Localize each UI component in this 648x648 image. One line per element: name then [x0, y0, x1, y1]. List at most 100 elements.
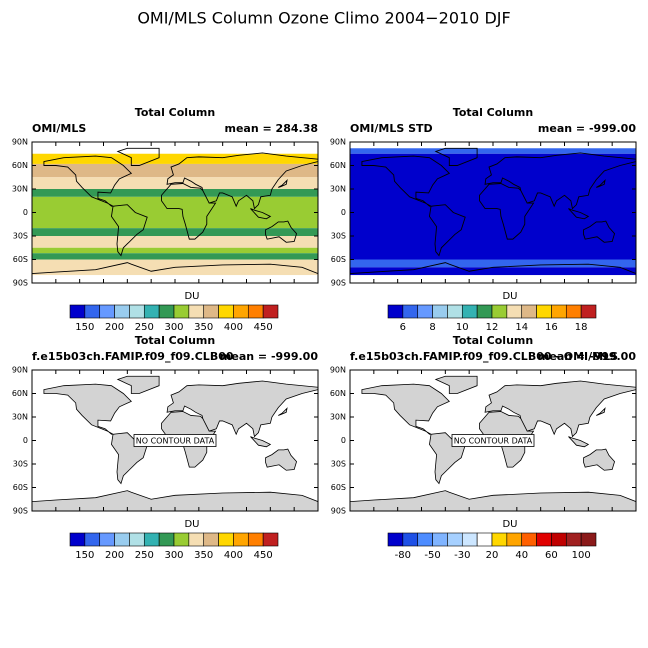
colorbar-box — [387, 304, 404, 319]
colorbar-box — [247, 304, 264, 319]
lat-label: 60S — [13, 255, 28, 264]
map-clip — [32, 142, 318, 283]
lat-label: 90N — [12, 138, 28, 147]
colorbar-label: 200 — [105, 322, 124, 333]
colorbar-box — [203, 532, 219, 547]
colorbar-box — [536, 532, 552, 547]
lat-label: 0 — [23, 436, 28, 445]
colorbar-box — [262, 532, 279, 547]
lat-label: 30N — [330, 413, 346, 422]
colorbar-box — [432, 532, 448, 547]
colorbar-box — [173, 532, 190, 547]
colorbar-box — [114, 532, 130, 547]
map-clip — [32, 376, 318, 511]
colorbar-box — [521, 304, 537, 319]
lat-label: 90N — [330, 366, 346, 375]
colorbar-label: 350 — [194, 322, 213, 333]
coastline — [350, 148, 636, 283]
colorbar-box — [129, 304, 145, 319]
colorbar-box — [536, 304, 552, 319]
contour-band — [350, 148, 636, 154]
lat-label: 60N — [330, 389, 346, 398]
panel-title: Total Column — [135, 334, 215, 347]
colorbar-box — [447, 532, 463, 547]
colorbar-label: 250 — [135, 322, 154, 333]
contour-band — [350, 259, 636, 268]
colorbar-units: DU — [184, 291, 199, 302]
land — [32, 376, 318, 511]
colorbar-label: 12 — [486, 322, 499, 333]
colorbar-units: DU — [502, 519, 517, 530]
colorbar-label: 300 — [164, 322, 183, 333]
contour-band — [32, 142, 318, 154]
panel-right-label: mean = -999.00 — [538, 122, 636, 135]
contour-band — [32, 236, 318, 248]
colorbar-box — [491, 304, 508, 319]
panel-title: Total Column — [135, 106, 215, 119]
colorbar-label: 6 — [400, 322, 406, 333]
lat-label: 30N — [330, 185, 346, 194]
panel-right-label: mean = 284.38 — [225, 122, 319, 135]
colorbar-box — [461, 304, 478, 319]
colorbar-label: 10 — [456, 322, 469, 333]
colorbar-label: 200 — [105, 550, 124, 561]
colorbar-label: -50 — [424, 550, 440, 561]
lat-label: 30S — [13, 232, 28, 241]
colorbar-label: 14 — [515, 322, 528, 333]
colorbar-box — [143, 304, 160, 319]
colorbar-label: 150 — [75, 550, 94, 561]
colorbar-box — [218, 532, 234, 547]
colorbar-box — [69, 532, 86, 547]
colorbar-label: 400 — [224, 550, 243, 561]
colorbar-box — [506, 532, 523, 547]
colorbar-box — [447, 304, 463, 319]
colorbar-label: 100 — [572, 550, 591, 561]
contour-band — [32, 247, 318, 254]
note-box — [451, 434, 535, 447]
colorbar-box — [233, 304, 249, 319]
colorbar-box — [188, 532, 205, 547]
map-clip — [350, 142, 636, 283]
land — [350, 376, 636, 511]
lat-label: 30S — [331, 460, 346, 469]
panel-left-label: OMI/MLS — [32, 122, 86, 135]
colorbar-label: 60 — [545, 550, 558, 561]
lat-label: 30N — [12, 413, 28, 422]
lat-label: 0 — [341, 436, 346, 445]
colorbar-box — [233, 532, 249, 547]
colorbar-label: 16 — [545, 322, 558, 333]
colorbar-box — [402, 304, 419, 319]
map — [350, 376, 636, 511]
colorbar-label: -80 — [395, 550, 411, 561]
colorbar-label: 400 — [224, 322, 243, 333]
lat-label: 30N — [12, 185, 28, 194]
colorbar-label: 350 — [194, 550, 213, 561]
colorbar-box — [218, 304, 234, 319]
map — [350, 142, 636, 283]
lat-label: 60N — [12, 389, 28, 398]
contour-band — [32, 253, 318, 260]
colorbar-box — [247, 532, 264, 547]
lat-label: 0 — [341, 208, 346, 217]
lat-label: 0 — [23, 208, 28, 217]
colorbar-label: -30 — [454, 550, 470, 561]
colorbar-box — [99, 532, 115, 547]
note-box — [133, 434, 217, 447]
panel-left-label: f.e15b03ch.FAMIP.f09_f09.CLB00 — [32, 350, 234, 363]
colorbar-label: 150 — [75, 322, 94, 333]
colorbar-units: DU — [502, 291, 517, 302]
colorbar-box — [158, 532, 175, 547]
colorbar-label: 40 — [515, 550, 528, 561]
contour-band — [32, 189, 318, 197]
colorbar-units: DU — [184, 519, 199, 530]
colorbar-box — [84, 532, 101, 547]
panel-right-label: mean = -999.00 — [538, 350, 636, 363]
map-clip — [350, 376, 636, 511]
lat-label: 90N — [12, 366, 28, 375]
colorbar-label: 450 — [254, 550, 273, 561]
colorbar-box — [580, 532, 597, 547]
lat-label: 60S — [13, 483, 28, 492]
panel-right-label: mean = -999.00 — [220, 350, 318, 363]
colorbar-label: 450 — [254, 322, 273, 333]
